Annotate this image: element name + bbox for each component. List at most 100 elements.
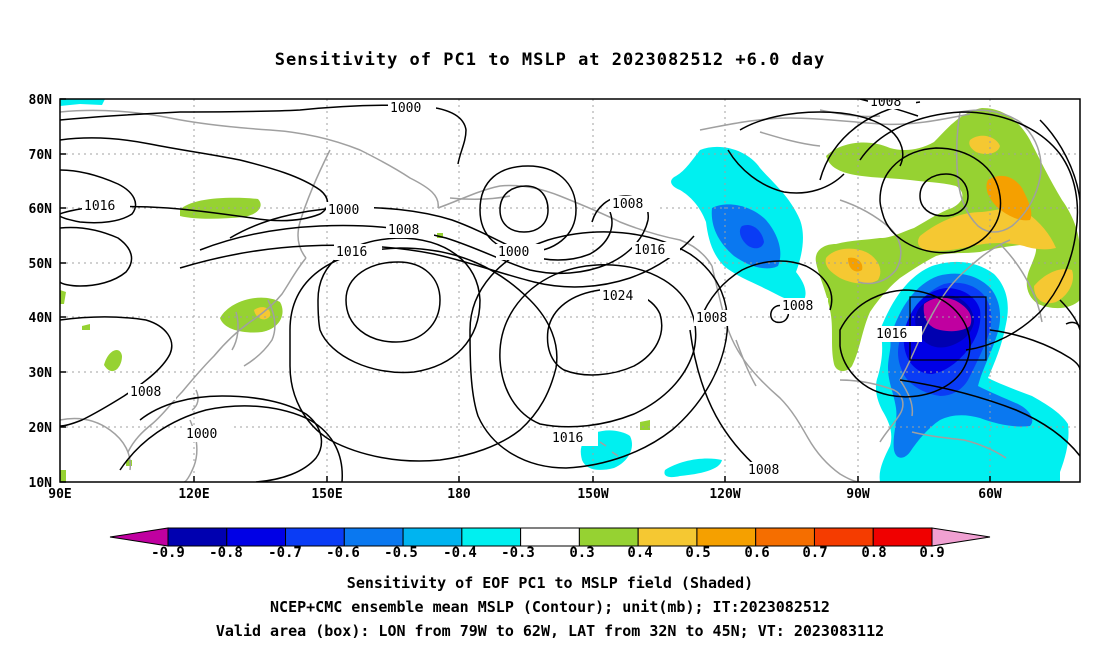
contour-subtropical-outer: [289, 247, 558, 462]
contour-1008-low-west: [60, 316, 173, 427]
contour-label: 1008: [782, 299, 813, 314]
colorbar-swatch: [285, 527, 345, 547]
shade-orange-greenland-top: [969, 135, 1000, 154]
contour-label: 1016: [336, 245, 367, 260]
colorbar-label: -0.3: [501, 545, 535, 561]
contour-label: 1016: [876, 327, 907, 342]
colorbar-swatch: [402, 527, 463, 547]
colorbar-label: -0.7: [268, 545, 302, 561]
coast-east-na: [899, 239, 1011, 381]
contour-high-west-outer: [317, 237, 481, 374]
coast-alaska: [437, 184, 713, 267]
colorbar-label: -0.4: [443, 545, 477, 561]
contour-label: 1008: [130, 385, 161, 400]
lon-label: 150E: [311, 487, 342, 502]
coast-hudson: [839, 199, 902, 285]
colorbar-swatch: [872, 527, 933, 547]
colorbar-label: 0.8: [861, 545, 886, 561]
contour-greenland-low: [919, 173, 969, 217]
contour-label: 1000: [328, 203, 359, 218]
contours: [60, 99, 1080, 482]
lat-label: 40N: [29, 311, 53, 326]
colorbar-swatch: [696, 527, 757, 547]
lat-label: 20N: [29, 421, 53, 436]
colorbar-boxes: [167, 527, 933, 547]
contour-label: 1008: [748, 463, 779, 478]
colorbar-labels: -0.9 -0.8 -0.7 -0.6 -0.5 -0.4 -0.3 0.3 0…: [151, 545, 945, 561]
caption-line-1: Sensitivity of EOF PC1 to MSLP field (Sh…: [346, 574, 754, 592]
coast-kamchatka: [297, 149, 331, 259]
contour-greenland-outer: [879, 147, 1002, 254]
coast-taiwan: [191, 389, 199, 411]
lat-label: 50N: [29, 257, 53, 272]
contour-high-west: [345, 261, 441, 343]
lon-label: 120E: [178, 487, 209, 502]
contour-1024-high: [546, 288, 663, 376]
lat-label: 80N: [29, 93, 53, 108]
contour-label: 1016: [84, 199, 115, 214]
caption-line-2: NCEP+CMC ensemble mean MSLP (Contour); u…: [270, 598, 830, 616]
contour-1008-top: [739, 111, 904, 167]
colorbar-low-arrow: [109, 527, 169, 547]
colorbar-swatch: [343, 527, 404, 547]
shade-magenta-atlantic: [923, 297, 972, 332]
contour-1008-high: [469, 231, 729, 469]
contour-label: 1000: [498, 245, 529, 260]
chart-title: Sensitivity of PC1 to MSLP at 2023082512…: [274, 50, 826, 70]
lon-label: 90E: [48, 487, 71, 502]
lon-label: 180: [447, 487, 471, 502]
coast-east-asia: [127, 257, 307, 453]
coast-greenland: [955, 109, 1042, 233]
colorbar-label: 0.3: [569, 545, 594, 561]
coast-korea: [231, 311, 239, 351]
caption-line-3: Valid area (box): LON from 79W to 62W, L…: [215, 622, 885, 640]
colorbar-label: -0.6: [326, 545, 360, 561]
shade-green-small-4: [60, 470, 66, 482]
colorbar-swatch: [520, 527, 580, 547]
colorbar-high-arrow: [931, 527, 991, 547]
shade-green-china: [104, 350, 122, 372]
tick-marks: [60, 98, 991, 483]
contour-1008-mexico: [689, 329, 761, 471]
colorbar-swatch: [813, 527, 874, 547]
contour-label: 1008: [696, 311, 727, 326]
lon-label: 60W: [978, 487, 1002, 502]
lat-label: 10N: [29, 476, 53, 491]
coast-aleutians: [449, 195, 511, 201]
coast-florida: [899, 379, 914, 417]
coast-caribbean: [911, 431, 1007, 459]
contour-1008-siberia: [60, 169, 137, 224]
colorbar: -0.9 -0.8 -0.7 -0.6 -0.5 -0.4 -0.3 0.3 0…: [109, 527, 991, 561]
contour-label: 1008: [870, 95, 901, 110]
contour-1008-canada: [699, 260, 833, 321]
coast-gulf: [839, 379, 904, 443]
coast-siberia: [60, 109, 439, 209]
contour-1016-atlantic: [989, 329, 1080, 371]
coast-arctic-canada: [699, 113, 971, 131]
colorbar-label: 0.4: [627, 545, 652, 561]
shade-darkblue-bc: [739, 224, 764, 249]
lat-label: 60N: [29, 202, 53, 217]
shade-green-siberia: [180, 197, 261, 219]
shade-orange-hudson: [848, 257, 863, 272]
colorbar-swatch: [578, 527, 639, 547]
contour-label: 1016: [634, 243, 665, 258]
contour-1016-siberia2: [60, 226, 133, 287]
colorbar-label: -0.8: [209, 545, 243, 561]
colorbar-label: 0.9: [919, 545, 944, 561]
shade-cyan-arctic: [60, 99, 105, 106]
contour-1016-east: [839, 289, 971, 398]
contour-label: 1008: [612, 197, 643, 212]
colorbar-swatch: [226, 527, 287, 547]
contour-aleutian-low: [499, 185, 549, 233]
colorbar-label: -0.5: [384, 545, 418, 561]
lat-label: 30N: [29, 366, 53, 381]
contour-label: 1016: [552, 431, 583, 446]
colorbar-label: 0.7: [802, 545, 827, 561]
longitude-labels: 90E 120E 150E 180 150W 120W 90W 60W: [48, 487, 1002, 502]
contour-atlantic-1: [859, 111, 1079, 351]
coast-baja: [735, 339, 757, 387]
contour-label: 1024: [602, 289, 633, 304]
colorbar-label: 0.5: [685, 545, 710, 561]
